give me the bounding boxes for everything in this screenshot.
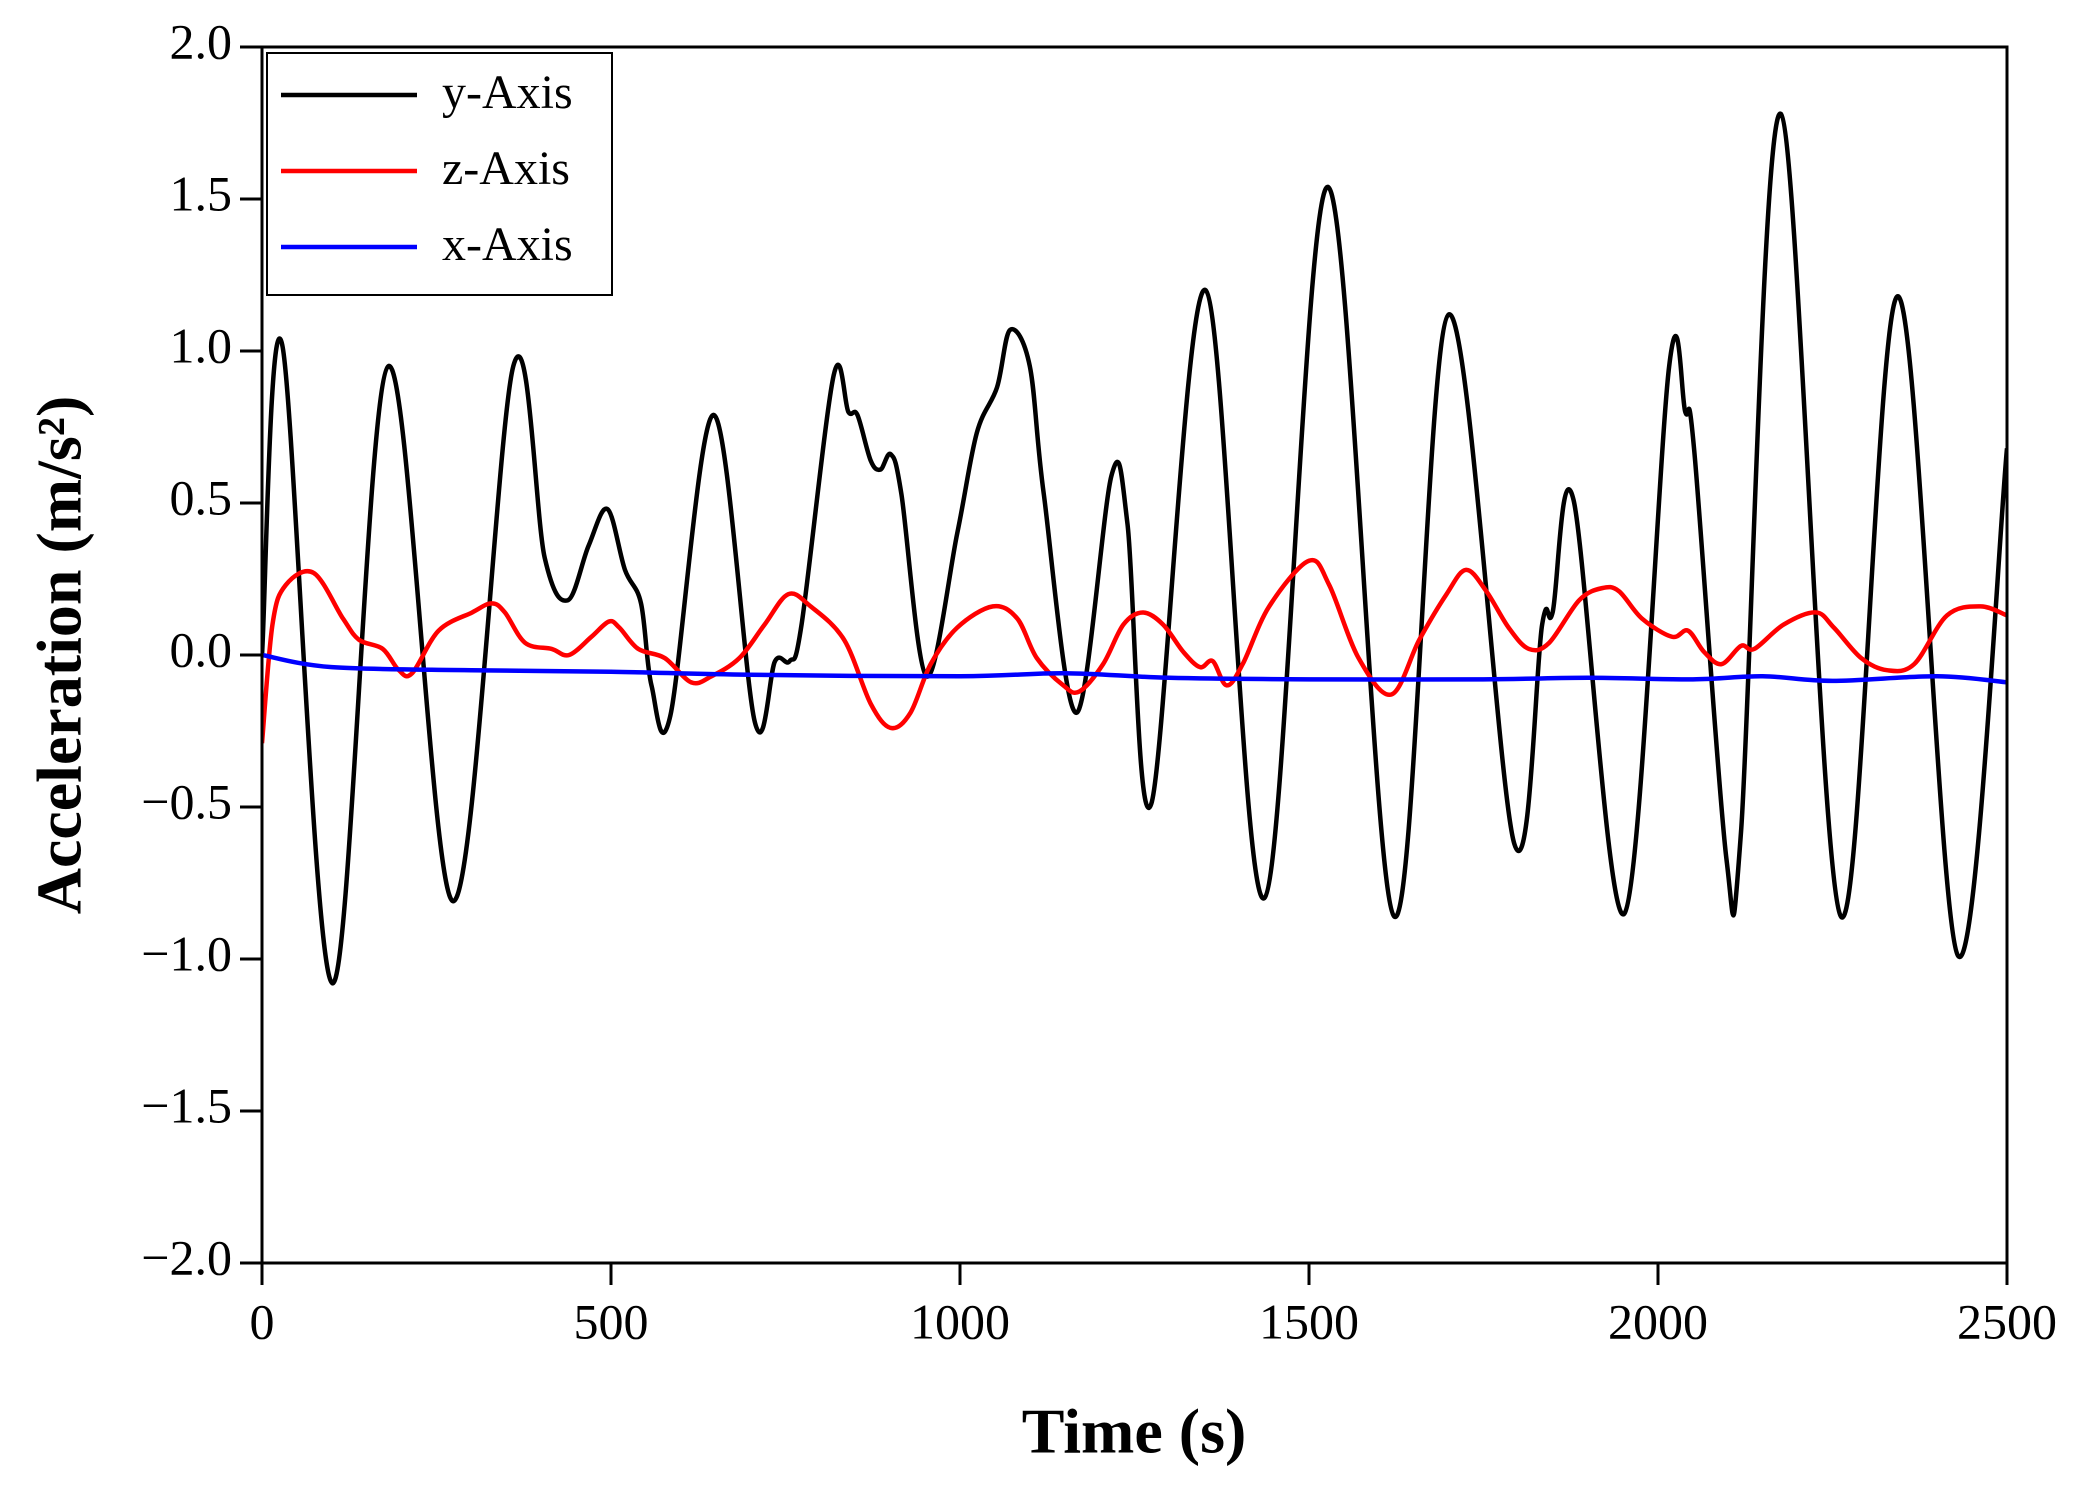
y-tick-label: 0.5 [170,469,233,525]
x-tick-label: 500 [574,1293,649,1349]
x-tick-label: 2500 [1957,1293,2057,1349]
y-axis-title: Acceleration (m/s²) [24,396,95,915]
y-tick-label: 0.0 [170,621,233,677]
series-line [262,111,2007,986]
y-tick-label: −1.0 [141,925,232,981]
series-line [262,652,2007,685]
y-tick-label: −0.5 [141,773,232,829]
y-tick-label: −2.0 [141,1229,232,1285]
y-tick-label: −1.5 [141,1077,232,1133]
y-tick-label: 2.0 [170,13,233,69]
legend-label: x-Axis [442,218,573,271]
x-tick-label: 1500 [1259,1293,1359,1349]
plot-frame [260,45,2009,1265]
y-tick-label: 1.5 [170,165,233,221]
legend-label: y-Axis [442,66,573,119]
series-line [262,557,2007,744]
legend-label: z-Axis [442,142,570,195]
x-tick-label: 2000 [1608,1293,1708,1349]
x-axis-title: Time (s) [1022,1396,1247,1467]
y-tick-label: 1.0 [170,317,233,373]
x-tick-label: 1000 [910,1293,1010,1349]
x-tick-label: 0 [250,1293,275,1349]
